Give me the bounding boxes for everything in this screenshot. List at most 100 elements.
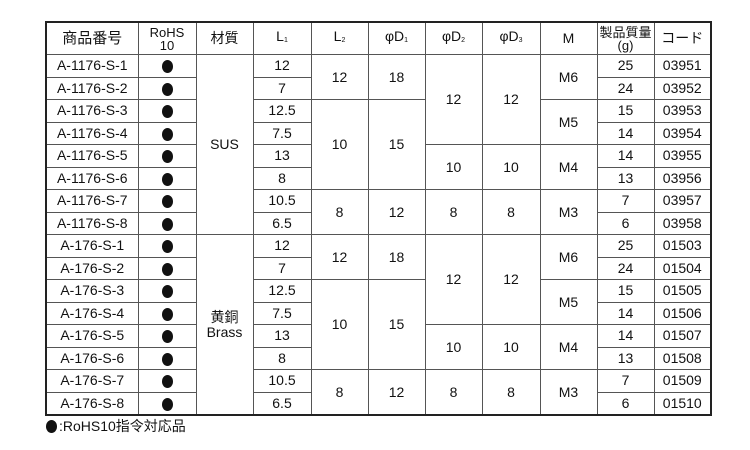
header-d2: φD2 [424, 21, 483, 55]
rohs-cell [137, 346, 197, 370]
table-row: A-176-S-1 黄銅 Brass 12 12 18 12 12 M6 25 01503 [45, 234, 712, 416]
rohs-dot-icon [161, 262, 173, 276]
weight-value: 14 [596, 144, 655, 168]
code-value: 03951 [653, 54, 712, 78]
rohs-cell [137, 166, 197, 190]
product-no: A-176-S-3 [45, 279, 139, 303]
rohs-cell [137, 189, 197, 213]
l1-value: 7 [252, 76, 312, 100]
product-no: A-176-S-7 [45, 369, 139, 393]
rohs-cell [137, 99, 197, 123]
m-value: M5 [539, 99, 598, 145]
rohs-cell [137, 279, 197, 303]
code-value: 01508 [653, 346, 712, 370]
weight-value: 6 [596, 211, 655, 235]
product-no: A-1176-S-2 [45, 76, 139, 100]
d2-value: 8 [424, 369, 483, 416]
code-value: 03953 [653, 99, 712, 123]
table-row: A-1176-S-3 12.5 10 15 M5 15 03953 [45, 99, 712, 190]
header-l1: L1 [252, 21, 312, 55]
d2-value: 8 [424, 189, 483, 235]
weight-value: 25 [596, 54, 655, 78]
code-value: 03957 [653, 189, 712, 213]
l1-value: 7.5 [252, 121, 312, 145]
rohs-cell [137, 76, 197, 100]
l1-value: 12 [252, 234, 312, 258]
code-value: 01509 [653, 369, 712, 393]
table-row: A-1176-S-5 13 10 10 M4 14 03955 [45, 144, 712, 190]
product-no: A-176-S-4 [45, 301, 139, 325]
l1-value: 10.5 [252, 369, 312, 393]
table-row: A-176-S-6 8 13 01508 [45, 346, 712, 370]
rohs-dot-icon [161, 352, 173, 366]
code-value: 01507 [653, 324, 712, 348]
table-row: A-176-S-7 10.5 8 12 8 8 M3 7 01509 [45, 369, 712, 416]
l1-value: 12.5 [252, 99, 312, 123]
m-value: M5 [539, 279, 598, 325]
code-value: 01503 [653, 234, 712, 258]
weight-value: 25 [596, 234, 655, 258]
code-value: 03956 [653, 166, 712, 190]
l1-value: 12.5 [252, 279, 312, 303]
code-value: 01510 [653, 391, 712, 416]
rohs-dot-icon [161, 307, 173, 321]
l1-value: 7.5 [252, 301, 312, 325]
product-no: A-1176-S-7 [45, 189, 139, 213]
product-no: A-1176-S-8 [45, 211, 139, 235]
d2-value: 12 [424, 54, 483, 145]
d2-value: 12 [424, 234, 483, 325]
d1-value: 18 [367, 234, 426, 280]
rohs-dot-icon [161, 217, 173, 231]
product-no: A-1176-S-3 [45, 99, 139, 123]
header-product-no: 商品番号 [45, 21, 139, 55]
l1-value: 13 [252, 144, 312, 168]
code-value: 03955 [653, 144, 712, 168]
d3-value: 8 [481, 189, 541, 235]
header-material: 材質 [195, 21, 254, 55]
weight-value: 7 [596, 189, 655, 213]
weight-value: 24 [596, 76, 655, 100]
product-no: A-176-S-6 [45, 346, 139, 370]
rohs-cell [137, 391, 197, 416]
l1-value: 10.5 [252, 189, 312, 213]
code-value: 01506 [653, 301, 712, 325]
code-value: 01505 [653, 279, 712, 303]
table-row: A-1176-S-6 8 13 03956 [45, 166, 712, 190]
header-code: コード [653, 21, 712, 55]
m-value: M4 [539, 144, 598, 190]
weight-value: 24 [596, 256, 655, 280]
legend: :RoHS10指令対応品 [46, 416, 186, 436]
table-row: A-1176-S-8 6.5 6 03958 [45, 211, 712, 235]
l1-value: 13 [252, 324, 312, 348]
rohs-cell [137, 234, 197, 258]
rohs-dot-icon [161, 60, 173, 74]
weight-value: 14 [596, 301, 655, 325]
header-m: M [539, 21, 598, 55]
m-value: M6 [539, 234, 598, 280]
d1-value: 15 [367, 99, 426, 190]
header-rohs: RoHS 10 [137, 21, 197, 55]
l1-value: 6.5 [252, 211, 312, 235]
d2-value: 10 [424, 324, 483, 370]
rohs-cell [137, 369, 197, 393]
product-no: A-1176-S-4 [45, 121, 139, 145]
product-no: A-1176-S-1 [45, 54, 139, 78]
product-no: A-1176-S-5 [45, 144, 139, 168]
d1-value: 12 [367, 369, 426, 416]
weight-value: 14 [596, 121, 655, 145]
table-row: A-176-S-8 6.5 6 01510 [45, 391, 712, 416]
d3-value: 10 [481, 144, 541, 190]
code-value: 03954 [653, 121, 712, 145]
d1-value: 15 [367, 279, 426, 370]
m-value: M6 [539, 54, 598, 100]
l2-value: 10 [310, 279, 369, 370]
rohs-dot-icon [161, 240, 173, 254]
rohs-cell [137, 54, 197, 78]
m-value: M3 [539, 189, 598, 235]
d2-value: 10 [424, 144, 483, 190]
product-no: A-1176-S-6 [45, 166, 139, 190]
l1-value: 6.5 [252, 391, 312, 416]
weight-value: 15 [596, 279, 655, 303]
rohs-cell [137, 211, 197, 235]
table-row: A-176-S-4 7.5 14 01506 [45, 301, 712, 325]
